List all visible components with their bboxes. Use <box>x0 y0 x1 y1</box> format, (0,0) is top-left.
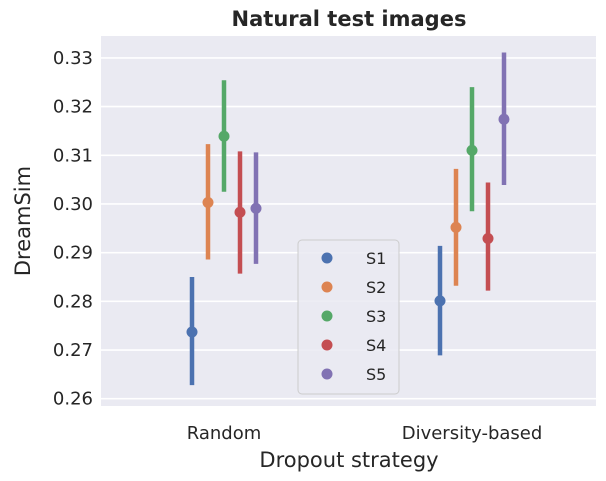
point-s2 <box>202 197 214 208</box>
legend-label: S2 <box>366 278 386 297</box>
point-s1 <box>434 295 446 307</box>
legend-label: S1 <box>366 249 386 268</box>
point-s5 <box>498 113 510 125</box>
point-s5 <box>250 202 262 214</box>
legend-marker-s3 <box>321 310 333 322</box>
y-tick-label: 0.29 <box>53 243 93 264</box>
x-tick-label: Random <box>187 423 262 444</box>
point-s2 <box>450 221 462 233</box>
x-tick-label: Diversity-based <box>402 423 543 444</box>
legend-marker-s5 <box>321 368 333 380</box>
chart-title: Natural test images <box>232 7 467 31</box>
legend-marker-s1 <box>321 252 333 264</box>
point-s3 <box>218 130 230 142</box>
y-tick-label: 0.32 <box>53 97 93 118</box>
legend-marker-s4 <box>321 339 333 351</box>
x-axis-label: Dropout strategy <box>259 448 438 472</box>
y-axis: 0.26 0.27 0.28 0.29 0.30 0.31 0.32 0.33 <box>53 48 93 410</box>
legend: S1 S2 S3 S4 S5 <box>297 239 400 395</box>
y-tick-label: 0.31 <box>53 145 93 166</box>
legend-label: S5 <box>366 365 386 384</box>
legend-label: S3 <box>366 307 386 326</box>
data-points <box>186 52 510 386</box>
legend-label: S4 <box>366 336 386 355</box>
y-tick-label: 0.33 <box>53 48 93 69</box>
y-tick-label: 0.28 <box>53 291 93 312</box>
point-s3 <box>466 144 478 156</box>
point-s4 <box>234 206 246 218</box>
point-s4 <box>482 233 494 245</box>
y-tick-label: 0.26 <box>53 389 93 410</box>
y-tick-label: 0.30 <box>53 194 93 215</box>
x-axis: Random Diversity-based <box>187 423 543 444</box>
y-axis-label: DreamSim <box>11 166 35 276</box>
legend-frame <box>297 239 400 395</box>
y-tick-label: 0.27 <box>53 340 93 361</box>
point-s1 <box>186 326 198 338</box>
legend-marker-s2 <box>321 281 333 293</box>
